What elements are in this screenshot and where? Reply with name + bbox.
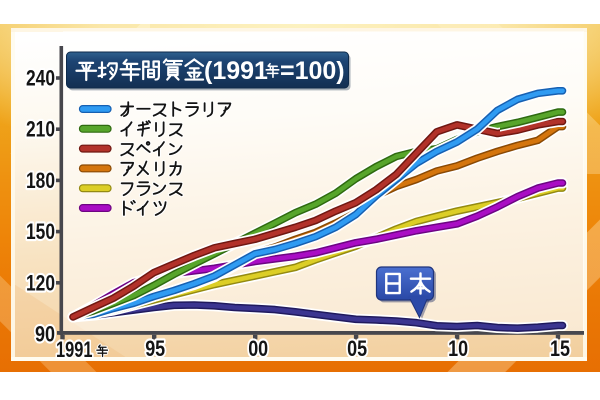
svg-text:(1991: (1991: [204, 57, 268, 85]
svg-text:10: 10: [448, 336, 468, 361]
svg-text:95: 95: [145, 336, 165, 361]
svg-text:=100): =100): [280, 57, 345, 85]
svg-text:150: 150: [26, 219, 55, 244]
svg-text:05: 05: [347, 336, 367, 361]
svg-text:210: 210: [26, 117, 55, 142]
svg-text:120: 120: [26, 270, 55, 295]
svg-text:240: 240: [26, 66, 55, 91]
svg-text:15: 15: [550, 336, 570, 361]
svg-text:1991: 1991: [56, 337, 93, 362]
svg-text:90: 90: [35, 322, 55, 347]
svg-text:00: 00: [248, 336, 268, 361]
svg-text:180: 180: [26, 168, 55, 193]
